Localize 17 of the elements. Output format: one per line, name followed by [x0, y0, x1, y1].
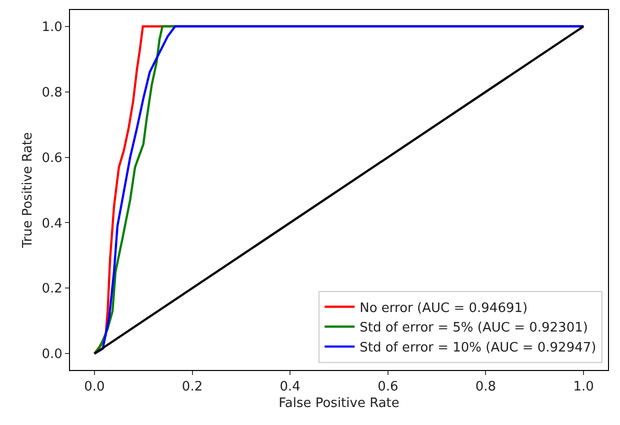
x-tick-label: 1.0: [573, 380, 594, 395]
legend-label: No error (AUC = 0.94691): [360, 300, 528, 316]
y-axis-title: True Positive Rate: [20, 132, 36, 249]
x-axis-title: False Positive Rate: [278, 396, 400, 412]
y-tick-label: 0.8: [42, 85, 62, 100]
y-tick-label: 1.0: [42, 20, 62, 35]
x-tick-label: 0.2: [182, 380, 203, 395]
y-tick-label: 0.6: [42, 150, 62, 166]
legend-label: Std of error = 5% (AUC = 0.92301): [360, 320, 588, 336]
x-tick-label: 0.6: [378, 380, 398, 395]
x-tick-label: 0.8: [475, 380, 496, 395]
x-tick-label: 0.0: [84, 380, 105, 395]
legend-label: Std of error = 10% (AUC = 0.92947): [360, 340, 596, 356]
x-tick-label: 0.4: [280, 380, 300, 395]
y-tick-label: 0.4: [42, 216, 62, 232]
y-tick-label: 0.0: [42, 347, 62, 362]
y-tick-label: 0.2: [42, 282, 62, 297]
